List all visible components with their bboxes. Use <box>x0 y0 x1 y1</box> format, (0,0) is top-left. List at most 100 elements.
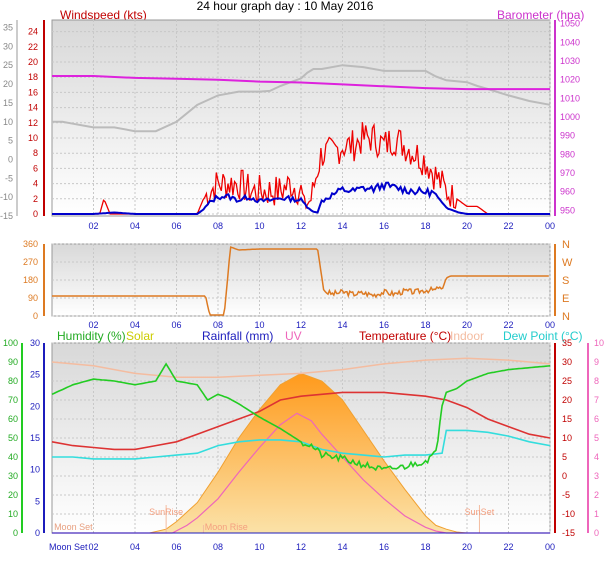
x-tick-label: 10 <box>254 221 264 231</box>
direction-tick-label: 180 <box>23 275 38 285</box>
barometer-tick-label: 1040 <box>560 37 580 47</box>
compass-label: N <box>562 311 570 323</box>
barometer-tick-label: 1030 <box>560 56 580 66</box>
x-tick-label: 14 <box>337 542 347 552</box>
x-tick-label: 20 <box>462 542 472 552</box>
humidity-tick-label: 40 <box>8 452 18 462</box>
x-tick-label: 04 <box>130 320 140 330</box>
outer-left-tick-label: 0 <box>8 154 13 164</box>
uv-line <box>52 412 550 534</box>
barometer-tick-label: 1010 <box>560 93 580 103</box>
humidity-tick-label: 20 <box>8 490 18 500</box>
x-tick-label: 12 <box>296 221 306 231</box>
barometer-tick-label: 990 <box>560 131 575 141</box>
rainfall-tick-label: 15 <box>30 433 40 443</box>
x-tick-label: 00 <box>545 221 555 231</box>
direction-tick-label: 90 <box>28 293 38 303</box>
windspeed-tick-label: 6 <box>33 163 38 173</box>
uv-label: UV <box>285 329 302 343</box>
humidity-tick-label: 90 <box>8 357 18 367</box>
wind-pressure-panel: 35302520151050-5-10-15242220181614121086… <box>0 19 580 231</box>
x-tick-label: 18 <box>420 320 430 330</box>
outer-left-tick-label: 5 <box>8 136 13 146</box>
windspeed-label: Windspeed (kts) <box>60 8 147 22</box>
temperature-tick-label: -5 <box>562 490 570 500</box>
compass-label: S <box>562 275 569 287</box>
compass-label: E <box>562 293 569 305</box>
indoor-label: Indoor <box>450 329 485 343</box>
annotation-label: Moon Rise <box>205 522 248 532</box>
windspeed-tick-label: 18 <box>28 72 38 82</box>
humidity-tick-label: 70 <box>8 395 18 405</box>
uv-tick-label: 1 <box>594 509 599 519</box>
temperature-tick-label: 20 <box>562 395 572 405</box>
compass-label: W <box>562 257 573 269</box>
x-tick-label: 00 <box>545 542 555 552</box>
temperature-tick-label: 25 <box>562 376 572 386</box>
x-tick-label: 16 <box>379 221 389 231</box>
x-tick-label: 12 <box>296 542 306 552</box>
x-tick-label: 16 <box>379 320 389 330</box>
x-tick-label: 14 <box>337 320 347 330</box>
rainfall-label: Rainfall (mm) <box>202 329 274 343</box>
temperature-line <box>51 391 551 451</box>
temperature-humidity-panel: 1009080706050403020100302520151050353025… <box>3 338 604 552</box>
uv-tick-label: 6 <box>594 414 599 424</box>
windspeed-tick-label: 24 <box>28 27 38 37</box>
humidity-tick-label: 50 <box>8 433 18 443</box>
barometer-tick-label: 960 <box>560 187 575 197</box>
average-wind-line <box>52 181 550 215</box>
windspeed-tick-label: 14 <box>28 103 38 113</box>
direction-tick-label: 0 <box>33 311 38 321</box>
outer-left-tick-label: 10 <box>3 117 13 127</box>
dew-point-label: Dew Point (°C) <box>503 329 583 343</box>
barometer-tick-label: 980 <box>560 149 575 159</box>
x-tick-label: 22 <box>503 320 513 330</box>
humidity-tick-label: 80 <box>8 376 18 386</box>
outer-left-tick-label: 15 <box>3 98 13 108</box>
windspeed-tick-label: 4 <box>33 179 38 189</box>
uv-tick-label: 8 <box>594 376 599 386</box>
rainfall-tick-label: 5 <box>35 496 40 506</box>
uv-tick-label: 3 <box>594 471 599 481</box>
rainfall-tick-label: 20 <box>30 401 40 411</box>
outer-left-tick-label: 30 <box>3 41 13 51</box>
temperature-tick-label: 30 <box>562 357 572 367</box>
grey-series-line <box>52 64 551 133</box>
windspeed-tick-label: 22 <box>28 42 38 52</box>
uv-tick-label: 5 <box>594 433 599 443</box>
windspeed-tick-label: 2 <box>33 194 38 204</box>
windspeed-tick-label: 0 <box>33 209 38 219</box>
temperature-tick-label: 5 <box>562 452 567 462</box>
humidity-line <box>51 362 551 472</box>
temperature-tick-label: 35 <box>562 338 572 348</box>
x-tick-label: 08 <box>213 320 223 330</box>
rainfall-tick-label: 10 <box>30 465 40 475</box>
humidity-tick-label: 10 <box>8 509 18 519</box>
x-tick-label: 22 <box>503 221 513 231</box>
annotation-label: SunRise <box>149 507 183 517</box>
humidity-tick-label: 100 <box>3 338 18 348</box>
temperature-tick-label: 10 <box>562 433 572 443</box>
temperature-tick-label: -10 <box>562 509 575 519</box>
uv-tick-label: 4 <box>594 452 599 462</box>
temperature-tick-label: 15 <box>562 414 572 424</box>
uv-tick-label: 7 <box>594 395 599 405</box>
x-tick-label: 06 <box>171 221 181 231</box>
x-tick-label: 02 <box>88 221 98 231</box>
outer-left-tick-label: -5 <box>5 173 13 183</box>
x-tick-label: 18 <box>420 542 430 552</box>
x-tick-label: 20 <box>462 221 472 231</box>
x-tick-label: 06 <box>171 542 181 552</box>
barometer-tick-label: 1000 <box>560 112 580 122</box>
solar-area <box>52 372 550 534</box>
direction-tick-label: 360 <box>23 239 38 249</box>
rainfall-tick-label: 0 <box>35 528 40 538</box>
x-tick-label: 10 <box>254 320 264 330</box>
x-tick-label: 12 <box>296 320 306 330</box>
barometer-tick-label: 970 <box>560 168 575 178</box>
x-tick-label: 00 <box>545 320 555 330</box>
direction-line <box>52 246 549 316</box>
barometer-tick-label: 950 <box>560 205 575 215</box>
